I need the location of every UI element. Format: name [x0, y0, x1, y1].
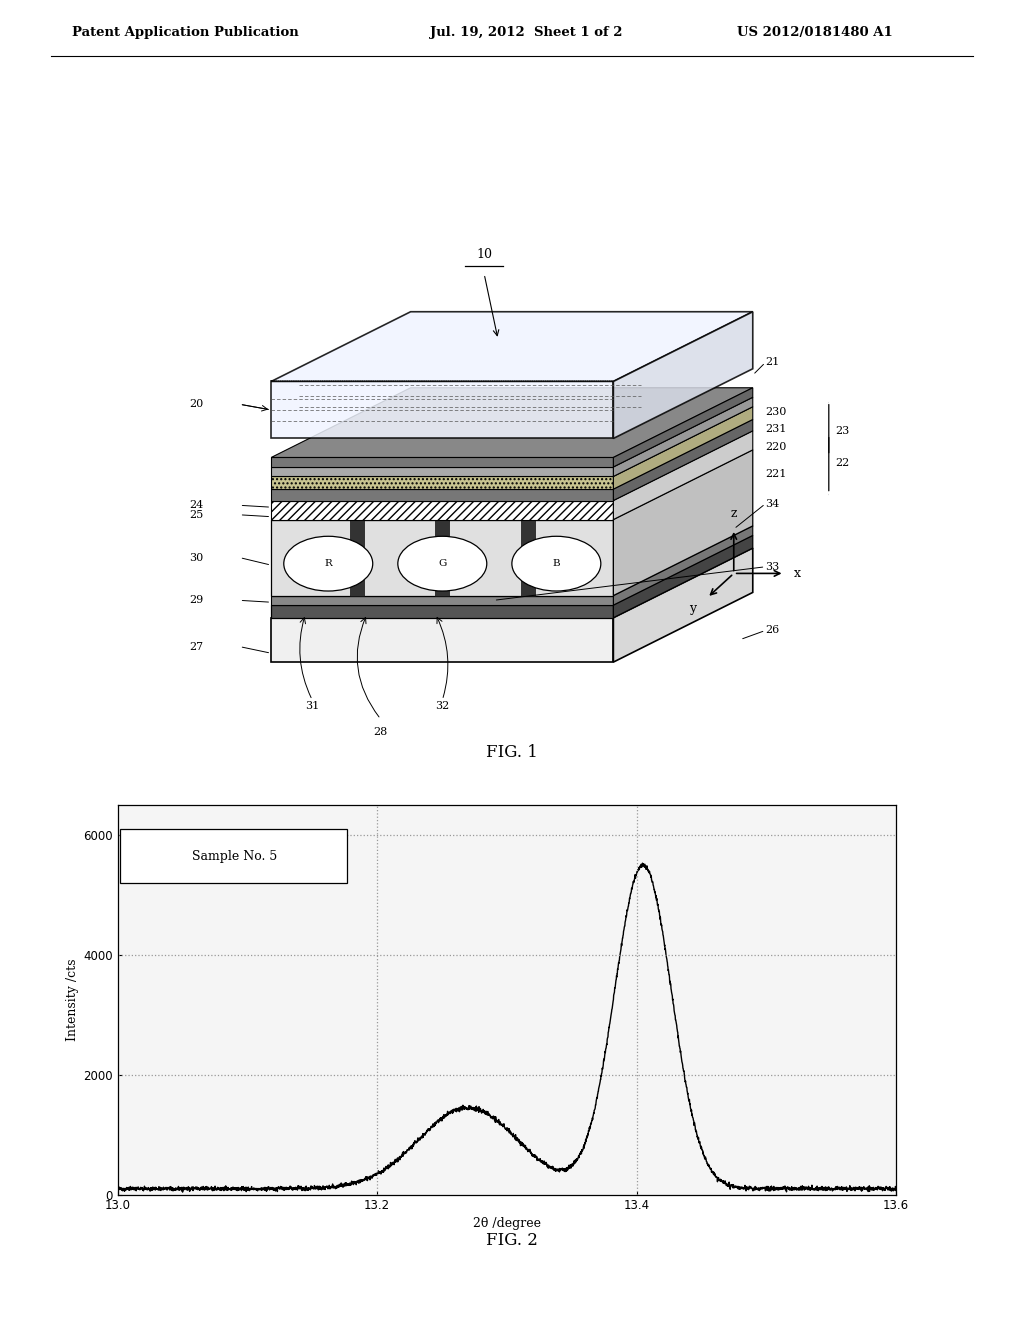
Polygon shape: [521, 450, 674, 520]
Polygon shape: [613, 548, 753, 663]
Text: US 2012/0181480 A1: US 2012/0181480 A1: [737, 26, 893, 40]
Polygon shape: [271, 525, 753, 595]
Text: 31: 31: [305, 701, 319, 711]
Polygon shape: [613, 525, 753, 605]
Polygon shape: [271, 490, 613, 500]
Polygon shape: [613, 397, 753, 477]
Text: 32: 32: [435, 701, 450, 711]
Polygon shape: [271, 388, 753, 458]
Polygon shape: [271, 618, 613, 663]
Ellipse shape: [512, 536, 601, 591]
Polygon shape: [435, 520, 450, 595]
Polygon shape: [613, 407, 753, 490]
Polygon shape: [271, 500, 613, 520]
Text: 231: 231: [765, 424, 786, 434]
Polygon shape: [271, 458, 613, 467]
Text: 25: 25: [188, 510, 203, 520]
Text: 30: 30: [188, 553, 203, 562]
Text: z: z: [730, 507, 737, 520]
Text: 10: 10: [476, 248, 493, 261]
Text: x: x: [794, 566, 801, 579]
Polygon shape: [271, 467, 613, 477]
Polygon shape: [271, 420, 753, 490]
Polygon shape: [271, 407, 753, 477]
Text: 26: 26: [765, 626, 779, 635]
Text: Patent Application Publication: Patent Application Publication: [72, 26, 298, 40]
Polygon shape: [271, 430, 753, 500]
Polygon shape: [613, 388, 753, 467]
Text: 28: 28: [374, 727, 388, 737]
Text: 21: 21: [765, 358, 779, 367]
Text: 22: 22: [836, 458, 849, 469]
Polygon shape: [271, 477, 613, 490]
Text: FIG. 2: FIG. 2: [486, 1233, 538, 1249]
Text: y: y: [689, 602, 696, 615]
Text: 33: 33: [765, 562, 779, 572]
Polygon shape: [521, 520, 535, 595]
Polygon shape: [613, 450, 753, 595]
Text: Sample No. 5: Sample No. 5: [191, 850, 278, 863]
Text: 220: 220: [765, 442, 786, 451]
Polygon shape: [350, 450, 503, 520]
Polygon shape: [613, 312, 753, 438]
Polygon shape: [613, 420, 753, 500]
Ellipse shape: [284, 536, 373, 591]
Text: 20: 20: [188, 399, 203, 409]
Polygon shape: [613, 536, 753, 618]
Text: 221: 221: [765, 469, 786, 479]
Polygon shape: [271, 536, 753, 605]
FancyBboxPatch shape: [121, 829, 347, 883]
Text: G: G: [438, 560, 446, 568]
X-axis label: 2θ /degree: 2θ /degree: [473, 1217, 541, 1230]
Polygon shape: [271, 397, 753, 467]
Text: 23: 23: [836, 426, 849, 436]
Text: 27: 27: [188, 642, 203, 652]
Polygon shape: [271, 605, 613, 618]
Polygon shape: [613, 430, 753, 520]
Text: R: R: [325, 560, 332, 568]
Polygon shape: [350, 520, 364, 595]
Y-axis label: Intensity /cts: Intensity /cts: [67, 958, 79, 1041]
Polygon shape: [271, 595, 613, 605]
Polygon shape: [435, 450, 589, 520]
Polygon shape: [271, 548, 753, 618]
Text: FIG. 1: FIG. 1: [486, 744, 538, 762]
Text: 24: 24: [188, 500, 203, 511]
Polygon shape: [271, 450, 753, 520]
Text: 34: 34: [765, 499, 779, 508]
Polygon shape: [271, 381, 613, 438]
Polygon shape: [271, 520, 613, 595]
Text: 29: 29: [188, 595, 203, 606]
Ellipse shape: [398, 536, 486, 591]
Text: Jul. 19, 2012  Sheet 1 of 2: Jul. 19, 2012 Sheet 1 of 2: [430, 26, 623, 40]
Polygon shape: [271, 312, 753, 381]
Text: 230: 230: [765, 407, 786, 417]
Text: B: B: [553, 560, 560, 568]
